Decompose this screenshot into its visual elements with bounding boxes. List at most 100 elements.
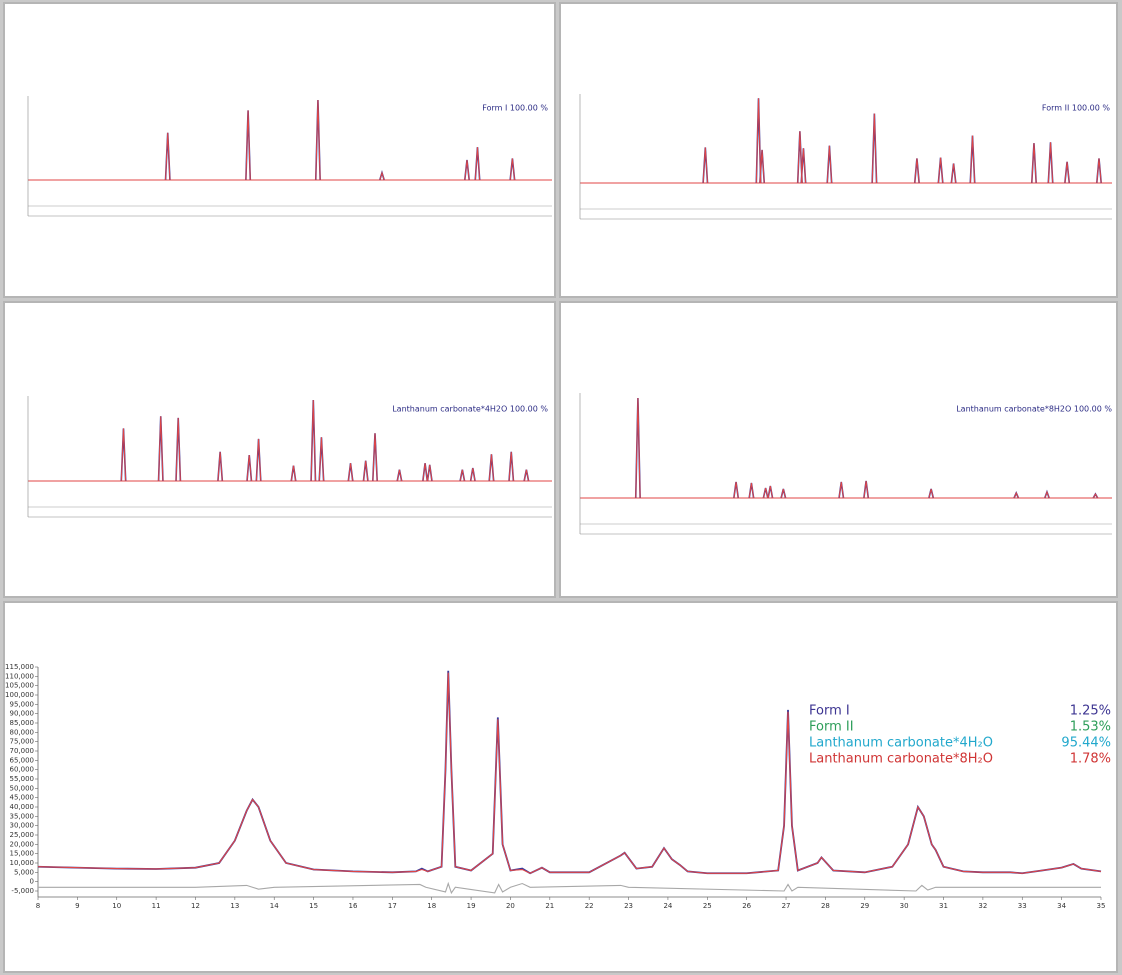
peak [871,113,878,184]
peak [1044,490,1050,499]
peak [290,465,297,482]
peak [120,428,127,482]
x-tick-label: 10 [112,902,121,910]
peak [755,98,762,184]
peak [759,149,765,184]
x-tick-label: 32 [978,902,987,910]
peak [246,455,252,482]
peak [733,481,739,499]
legend-label: Form II [809,720,854,735]
x-tick-label: 22 [585,902,594,910]
pattern-line [37,672,1102,874]
x-tick-label: 35 [1097,902,1106,910]
x-tick-label: 31 [939,902,948,910]
x-tick-label: 18 [427,902,436,910]
legend-label: Form I [809,704,850,719]
peak [928,488,934,499]
y-tick-label: -5,000 [11,887,34,895]
x-tick-label: 20 [506,902,515,910]
legend-label: Lanthanum carbonate*8H₂O [809,752,993,767]
x-tick-label: 9 [75,902,79,910]
y-tick-label: 35,000 [10,812,35,820]
panel [559,2,1118,298]
legend-percent: 1.53% [1070,720,1111,735]
y-tick-label: 10,000 [10,859,35,867]
peak [780,488,787,499]
y-tick-label: 0 [30,878,34,886]
peak [838,481,844,499]
peak [523,469,530,482]
y-tick-label: 40,000 [10,803,35,811]
peak [762,487,769,499]
y-tick-label: 45,000 [10,794,35,802]
legend-label: Lanthanum carbonate*4H₂O [809,736,993,751]
y-tick-label: 55,000 [10,775,35,783]
peak [767,485,774,499]
y-tick-label: 115,000 [5,663,34,671]
y-tick-label: 50,000 [10,784,35,792]
x-tick-label: 14 [270,902,279,910]
y-tick-label: 70,000 [10,747,35,755]
y-tick-label: 75,000 [10,738,35,746]
y-tick-label: 80,000 [10,728,35,736]
y-tick-label: 5,000 [14,868,34,876]
y-tick-label: 95,000 [10,700,35,708]
y-tick-label: 65,000 [10,756,35,764]
panel [559,301,1118,598]
peak [1092,492,1099,499]
y-tick-label: 105,000 [5,682,34,690]
peak [310,400,316,482]
peak [508,451,514,482]
x-tick-label: 8 [36,902,40,910]
y-tick-label: 90,000 [10,710,35,718]
x-tick-label: 19 [467,902,476,910]
peak [863,480,869,499]
peak [372,433,378,482]
x-tick-label: 24 [663,902,672,910]
panel [3,601,1118,973]
peak [396,469,403,482]
panel [3,2,556,298]
peak [914,158,920,184]
legend-percent: 95.44% [1061,736,1111,751]
peak [969,135,976,184]
x-tick-label: 28 [821,902,830,910]
peak [488,454,495,482]
x-tick-label: 25 [703,902,712,910]
peak [347,463,354,482]
peak [635,397,641,499]
pattern-line [38,881,1101,895]
panel [3,301,556,598]
peak [826,145,833,184]
peak [950,163,957,184]
y-tick-label: 100,000 [5,691,34,699]
x-tick-label: 34 [1057,902,1066,910]
peak [175,417,181,482]
peak [470,467,476,482]
x-tick-label: 26 [742,902,751,910]
peak [318,437,325,482]
peak [1064,161,1070,184]
x-tick-label: 17 [388,902,397,910]
peak [1031,143,1037,184]
y-tick-label: 60,000 [10,766,35,774]
peak [464,159,470,181]
peak [245,110,251,181]
x-tick-label: 30 [900,902,909,910]
legend-percent: 1.78% [1070,752,1111,767]
peak [797,131,803,184]
y-tick-label: 110,000 [5,672,34,680]
peak [427,464,433,482]
peak [1096,158,1102,184]
x-tick-label: 12 [191,902,200,910]
peak [1013,491,1019,499]
x-tick-label: 16 [349,902,358,910]
y-tick-label: 30,000 [10,822,35,830]
peak [509,158,516,181]
annotation: Lanthanum carbonate*8H2O 100.00 % [956,405,1112,414]
y-tick-label: 15,000 [10,850,35,858]
peak [702,147,709,184]
x-tick-label: 29 [860,902,869,910]
peak [1047,142,1054,184]
peak [217,451,223,482]
